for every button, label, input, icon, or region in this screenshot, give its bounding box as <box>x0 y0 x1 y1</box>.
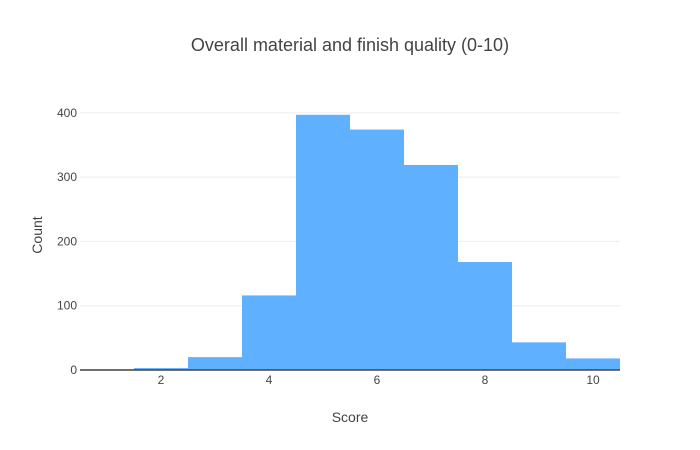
histogram-bar <box>512 342 566 370</box>
histogram-bar <box>404 164 458 370</box>
histogram-bar <box>188 357 242 370</box>
x-tick-label: 6 <box>374 373 381 387</box>
bars <box>80 114 620 371</box>
histogram-bar <box>350 129 404 370</box>
x-tick-label: 4 <box>266 373 273 387</box>
x-tick-label: 10 <box>586 373 600 387</box>
histogram-bar <box>458 262 512 370</box>
histogram-bar <box>296 114 350 371</box>
y-axis-title: Count <box>29 216 45 253</box>
axes: 0 100 200 300 400 2 4 6 8 10 <box>57 106 620 387</box>
chart-title: Overall material and finish quality (0-1… <box>191 35 509 55</box>
x-tick-label: 8 <box>482 373 489 387</box>
histogram-bar <box>242 295 296 370</box>
x-axis-title: Score <box>332 409 369 425</box>
y-tick-label: 300 <box>57 170 77 184</box>
histogram-bar <box>134 368 188 370</box>
x-tick-label: 2 <box>158 373 165 387</box>
histogram-bar <box>566 358 620 370</box>
y-tick-label: 0 <box>70 363 77 377</box>
y-tick-label: 100 <box>57 299 77 313</box>
y-tick-label: 200 <box>57 234 77 248</box>
y-tick-label: 400 <box>57 106 77 120</box>
